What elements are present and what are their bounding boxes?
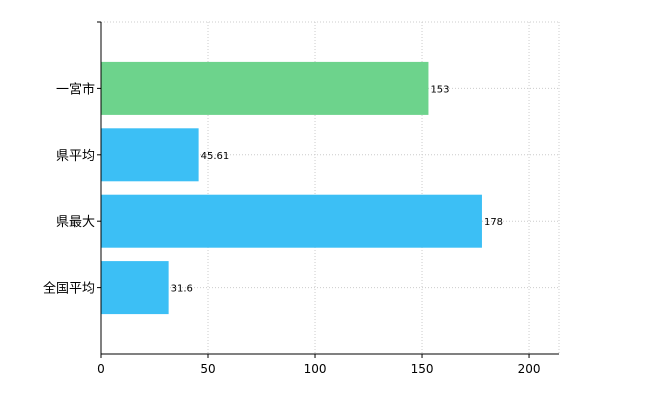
data-label: 153 <box>430 84 449 95</box>
y-tick-label: 一宮市 <box>56 81 95 97</box>
x-tick-label: 200 <box>518 362 541 376</box>
x-tick-label: 150 <box>411 362 434 376</box>
bar <box>101 128 199 182</box>
bar <box>101 261 169 315</box>
data-label: 45.61 <box>201 151 230 162</box>
x-tick-label: 0 <box>97 362 105 376</box>
y-tick-label: 全国平均 <box>43 281 95 297</box>
bar <box>101 61 429 115</box>
y-tick-label: 県平均 <box>56 149 95 164</box>
bar <box>101 194 482 248</box>
x-tick-label: 100 <box>304 362 327 376</box>
data-label: 178 <box>484 217 503 228</box>
x-tick-label: 50 <box>200 362 215 376</box>
y-tick-label: 県最大 <box>56 215 95 230</box>
data-label: 31.6 <box>171 284 193 295</box>
